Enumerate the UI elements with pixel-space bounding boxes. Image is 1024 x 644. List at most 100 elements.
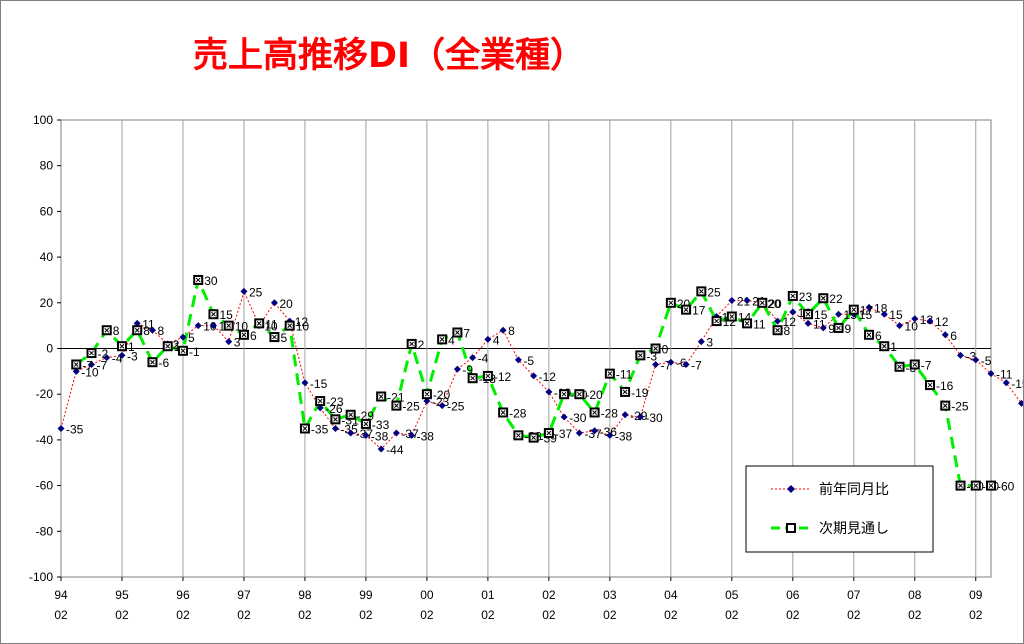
data-label-outlook: -7 <box>921 358 932 372</box>
data-label-yoy: -3 <box>966 349 977 363</box>
data-point-outlook-cross <box>500 410 506 415</box>
x-tick-label-year: 08 <box>908 588 922 602</box>
data-point-outlook-cross <box>988 483 994 488</box>
x-tick-label-year: 03 <box>603 588 617 602</box>
data-label-yoy: -15 <box>310 377 328 391</box>
legend: 前年同月比 次期見通し <box>745 465 934 553</box>
data-point-yoy <box>652 360 660 368</box>
data-point-yoy <box>896 322 904 330</box>
data-label-yoy: -38 <box>417 429 435 443</box>
data-point-yoy <box>301 379 309 387</box>
data-label-outlook: 6 <box>875 329 882 343</box>
data-point-outlook-cross <box>866 332 872 338</box>
data-label-yoy: 20 <box>767 297 781 311</box>
data-label-outlook: 8 <box>143 324 150 338</box>
data-label-outlook: 30 <box>204 274 218 288</box>
data-point-yoy <box>423 397 431 405</box>
data-label-outlook: 11 <box>753 317 766 331</box>
data-point-outlook-cross <box>561 391 567 397</box>
data-label-yoy: -5 <box>523 354 534 368</box>
data-point-yoy <box>438 402 446 410</box>
data-label-yoy: -38 <box>371 429 389 443</box>
x-tick-label-period: 02 <box>725 608 739 622</box>
x-tick-label-year: 01 <box>481 588 495 602</box>
data-point-yoy <box>316 404 324 412</box>
x-tick-label-period: 02 <box>54 608 68 622</box>
data-label-yoy: -6 <box>676 356 687 370</box>
data-point-outlook-cross <box>637 353 643 358</box>
data-point-yoy <box>926 317 934 325</box>
data-point-yoy <box>72 367 80 375</box>
data-label-outlook: 15 <box>219 308 233 322</box>
data-point-yoy <box>880 310 888 318</box>
data-point-outlook-cross <box>348 412 354 418</box>
data-label-outlook: 17 <box>692 304 706 318</box>
y-tick-label: 80 <box>40 159 54 173</box>
data-point-outlook-cross <box>577 391 582 397</box>
grid-lines <box>61 120 991 577</box>
data-point-yoy <box>514 356 522 364</box>
data-point-yoy <box>331 424 339 432</box>
x-tick-label-year: 09 <box>969 588 983 602</box>
data-point-outlook-cross <box>439 337 445 342</box>
data-point-outlook-cross <box>134 327 140 333</box>
data-point-yoy <box>1002 379 1010 387</box>
data-point-outlook-cross <box>287 323 293 329</box>
data-point-outlook-cross <box>317 398 323 404</box>
data-point-outlook-cross <box>470 375 475 381</box>
data-point-yoy <box>469 354 477 362</box>
data-label-outlook: 4 <box>448 333 455 347</box>
data-label-outlook: -33 <box>372 418 390 432</box>
y-tick-label: -40 <box>36 433 54 447</box>
y-tick-label: -80 <box>36 524 54 538</box>
data-point-outlook-cross <box>119 343 125 349</box>
data-point-yoy <box>667 358 675 366</box>
data-point-yoy <box>484 335 492 343</box>
legend-marker-series-2 <box>786 523 796 533</box>
data-point-outlook-cross <box>455 330 460 335</box>
data-point-outlook-cross <box>927 382 933 388</box>
x-tick-label-year: 97 <box>237 588 251 602</box>
data-point-outlook-cross <box>256 321 262 326</box>
x-tick-label-year: 96 <box>176 588 190 602</box>
data-point-yoy <box>225 338 233 346</box>
data-label-yoy: 15 <box>889 308 903 322</box>
data-point-outlook-cross <box>744 321 750 326</box>
data-label-yoy: -26 <box>325 402 343 416</box>
y-tick-label: -100 <box>29 570 53 584</box>
data-label-outlook: 15 <box>814 308 828 322</box>
data-point-outlook-cross <box>165 343 171 349</box>
data-label-yoy: 5 <box>188 331 195 345</box>
data-point-outlook-cross <box>150 359 155 365</box>
data-label-yoy: -11 <box>996 368 1013 382</box>
data-label-outlook: 5 <box>280 331 287 345</box>
data-label-outlook: 8 <box>784 324 791 338</box>
y-tick-label: 60 <box>40 204 54 218</box>
data-label-outlook: 20 <box>768 297 782 311</box>
x-tick-label-period: 02 <box>603 608 617 622</box>
data-label-yoy: 3 <box>234 336 241 350</box>
data-point-outlook-cross <box>790 293 796 299</box>
data-label-yoy: 12 <box>783 315 797 329</box>
y-tick-label: 20 <box>40 296 54 310</box>
data-label-outlook: -11 <box>616 368 633 382</box>
data-point-outlook-cross <box>622 389 628 395</box>
data-label-outlook: -25 <box>402 400 420 414</box>
data-label-yoy: -15 <box>1011 377 1023 391</box>
data-label-yoy: -7 <box>661 358 672 372</box>
x-tick-label-year: 95 <box>115 588 129 602</box>
x-tick-label-period: 02 <box>847 608 861 622</box>
y-tick-label: -20 <box>36 387 54 401</box>
data-label-outlook: -37 <box>555 427 573 441</box>
data-label-yoy: -44 <box>386 443 404 457</box>
data-point-yoy <box>560 413 568 421</box>
data-label-yoy: -4 <box>478 352 489 366</box>
data-label-yoy: -35 <box>66 422 84 436</box>
data-label-yoy: -7 <box>691 358 702 372</box>
data-label-outlook: -2 <box>97 347 108 361</box>
data-point-yoy <box>636 413 644 421</box>
data-point-outlook-cross <box>698 289 704 294</box>
data-label-outlook: 0 <box>662 343 669 357</box>
x-tick-label-period: 02 <box>115 608 129 622</box>
